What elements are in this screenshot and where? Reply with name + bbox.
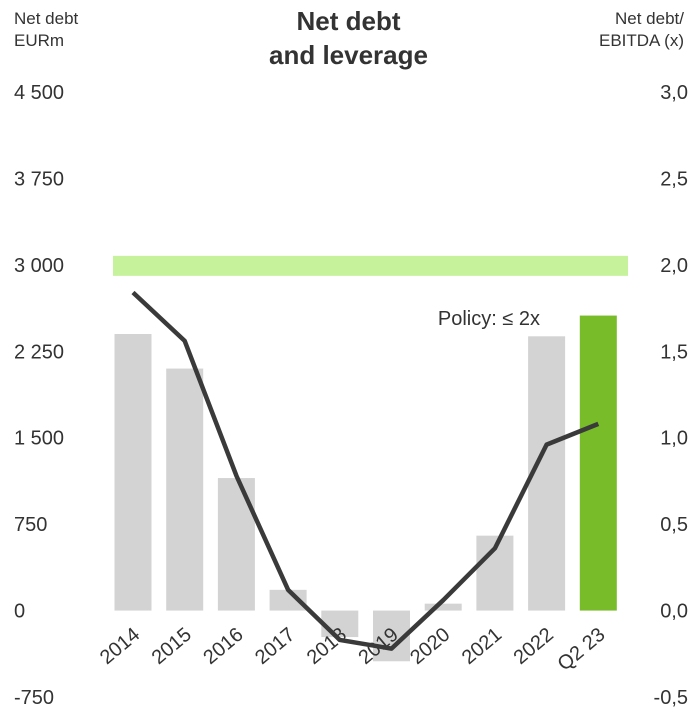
policy-label: Policy: ≤ 2x — [438, 308, 540, 330]
right-tick-label: -0,5 — [654, 687, 688, 709]
bar-q2-23 — [579, 315, 617, 611]
chart-title-line-1: Net debt — [296, 6, 401, 36]
bar-2014 — [114, 334, 152, 611]
right-axis-unit-label: Net debt/ EBITDA (x) — [599, 8, 684, 52]
left-axis-unit-line-1: Net debt — [14, 9, 79, 28]
left-tick-label: 1 500 — [14, 428, 64, 450]
right-tick-label: 1,5 — [660, 341, 688, 363]
chart-title-line-2: and leverage — [269, 40, 428, 70]
right-axis-unit-line-1: Net debt/ — [615, 9, 684, 28]
right-axis-ticks: 3,0 2,5 2,0 1,5 1,0 0,5 0,0 -0,5 — [654, 82, 688, 709]
bar-series — [114, 315, 617, 662]
right-tick-label: 1,0 — [660, 428, 688, 450]
right-axis-unit-line-2: EBITDA (x) — [598, 31, 684, 50]
right-tick-label: 0,0 — [660, 601, 688, 623]
left-tick-label: 750 — [14, 514, 47, 536]
bar-2020 — [424, 603, 462, 611]
left-tick-label: 2 250 — [14, 341, 64, 363]
bar-2018 — [321, 610, 359, 638]
left-tick-label: 3 750 — [14, 168, 64, 190]
right-tick-label: 2,5 — [660, 168, 688, 190]
policy-band — [113, 255, 628, 276]
x-tick-label: Q2 23 — [554, 624, 610, 676]
x-tick-label: 2016 — [199, 624, 247, 669]
right-tick-label: 2,0 — [660, 255, 688, 277]
bar-2017 — [269, 589, 307, 611]
right-tick-label: 3,0 — [660, 82, 688, 104]
x-tick-label: 2021 — [458, 624, 506, 669]
left-axis-ticks: 4 500 3 750 3 000 2 250 1 500 750 0 -750 — [14, 82, 64, 709]
left-axis-unit-label: Net debt EURm — [14, 8, 78, 52]
x-tick-label: 2022 — [510, 624, 558, 669]
left-tick-label: 3 000 — [14, 255, 64, 277]
left-tick-label: 4 500 — [14, 82, 64, 104]
bar-2015 — [166, 368, 204, 611]
leverage-line — [131, 290, 600, 651]
x-tick-label: 2014 — [96, 624, 144, 669]
right-tick-label: 0,5 — [660, 514, 688, 536]
chart-title: Net debt and leverage — [0, 4, 697, 72]
left-axis-unit-line-2: EURm — [14, 31, 65, 50]
x-tick-label: 2015 — [148, 624, 196, 669]
bar-2016 — [217, 478, 255, 611]
left-tick-label: -750 — [14, 687, 54, 709]
left-tick-label: 0 — [14, 601, 25, 623]
x-tick-label: 2017 — [251, 624, 299, 669]
